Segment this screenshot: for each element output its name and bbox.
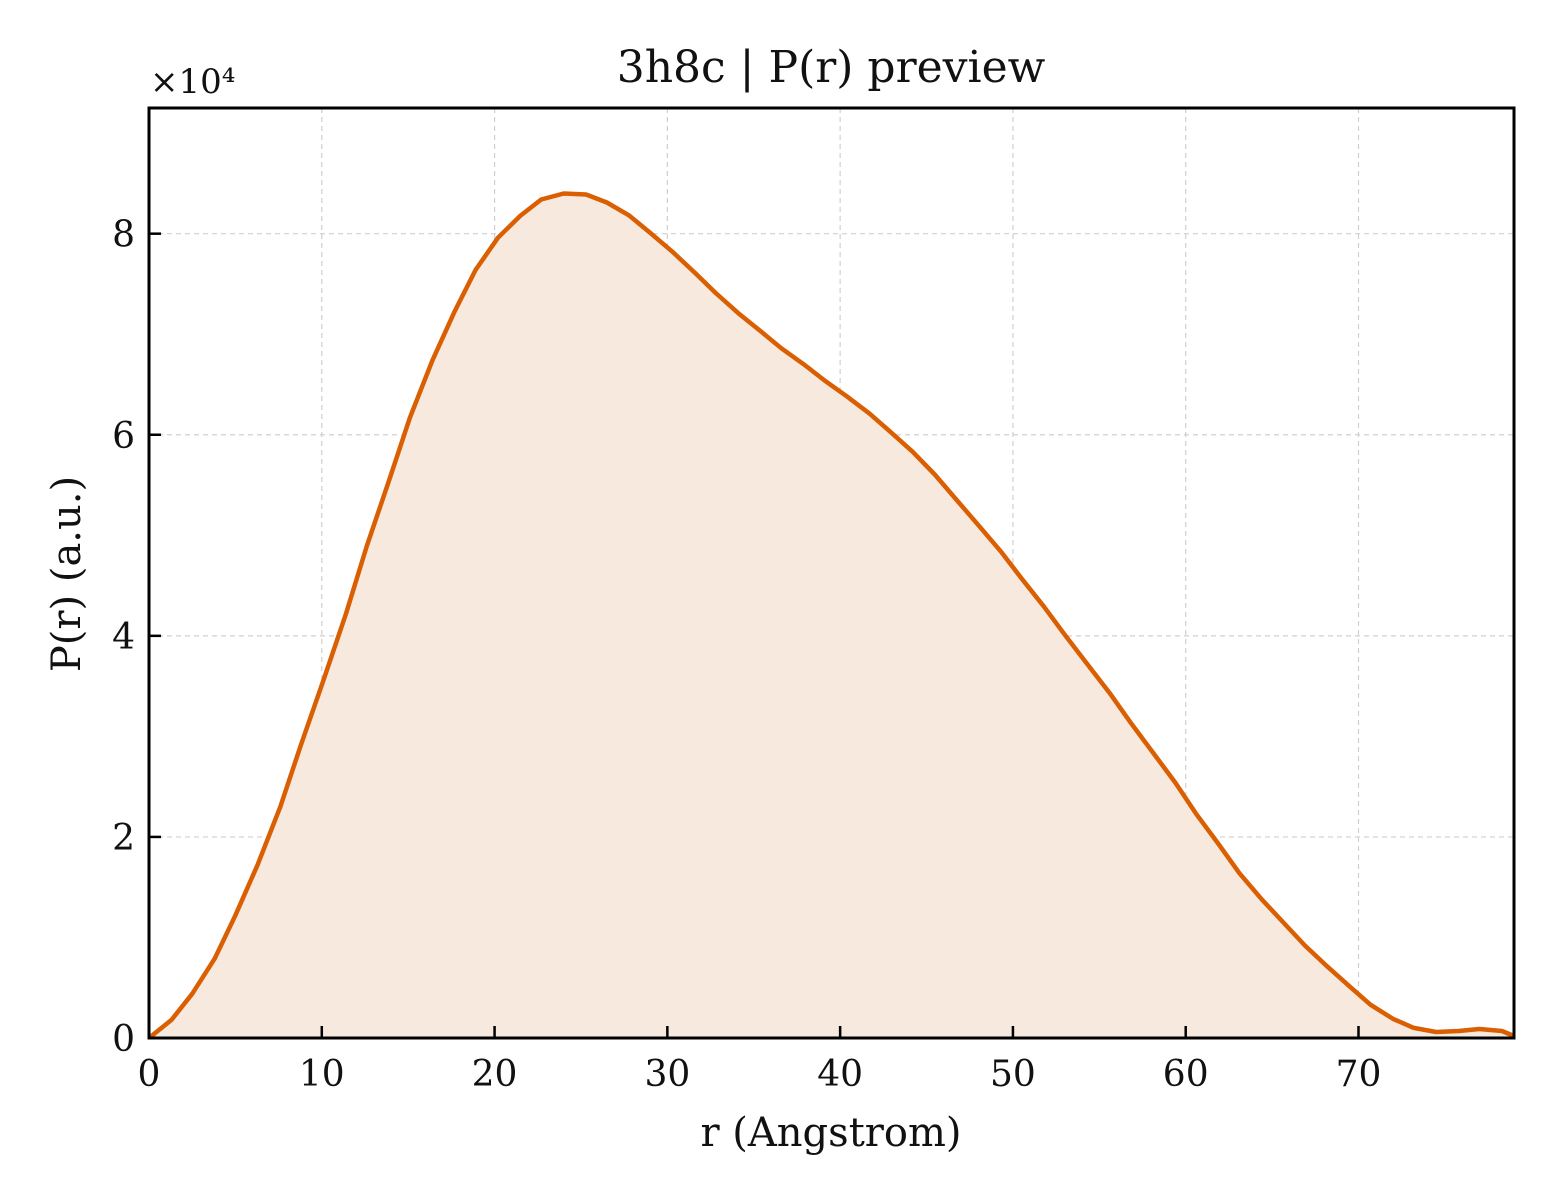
series-area — [149, 193, 1514, 1038]
x-tick-label: 50 — [990, 1054, 1036, 1095]
y-axis-multiplier: ×10⁴ — [150, 62, 235, 102]
x-tick-label: 10 — [299, 1054, 345, 1095]
x-tick-label: 60 — [1163, 1054, 1209, 1095]
x-tick-label: 70 — [1336, 1054, 1382, 1095]
chart-title: 3h8c | P(r) preview — [617, 42, 1046, 93]
x-tick-label: 20 — [472, 1054, 518, 1095]
y-tick-label: 8 — [112, 215, 135, 256]
plot-area: 0 10 20 30 40 50 60 70 0 2 4 6 8 — [112, 106, 1516, 1095]
y-tick-label: 4 — [112, 617, 135, 658]
x-axis-label: r (Angstrom) — [700, 1110, 961, 1156]
plot-frame — [147, 106, 1516, 1040]
y-tick-label: 2 — [112, 818, 135, 859]
series-line — [147, 191, 1515, 1040]
x-tick-label: 0 — [138, 1054, 161, 1095]
x-tick-label: 30 — [644, 1054, 690, 1095]
y-tick-label: 6 — [112, 416, 135, 457]
y-tick-label: 0 — [112, 1019, 135, 1060]
x-tick-label: 40 — [817, 1054, 863, 1095]
y-axis-label: P(r) (a.u.) — [44, 476, 90, 672]
